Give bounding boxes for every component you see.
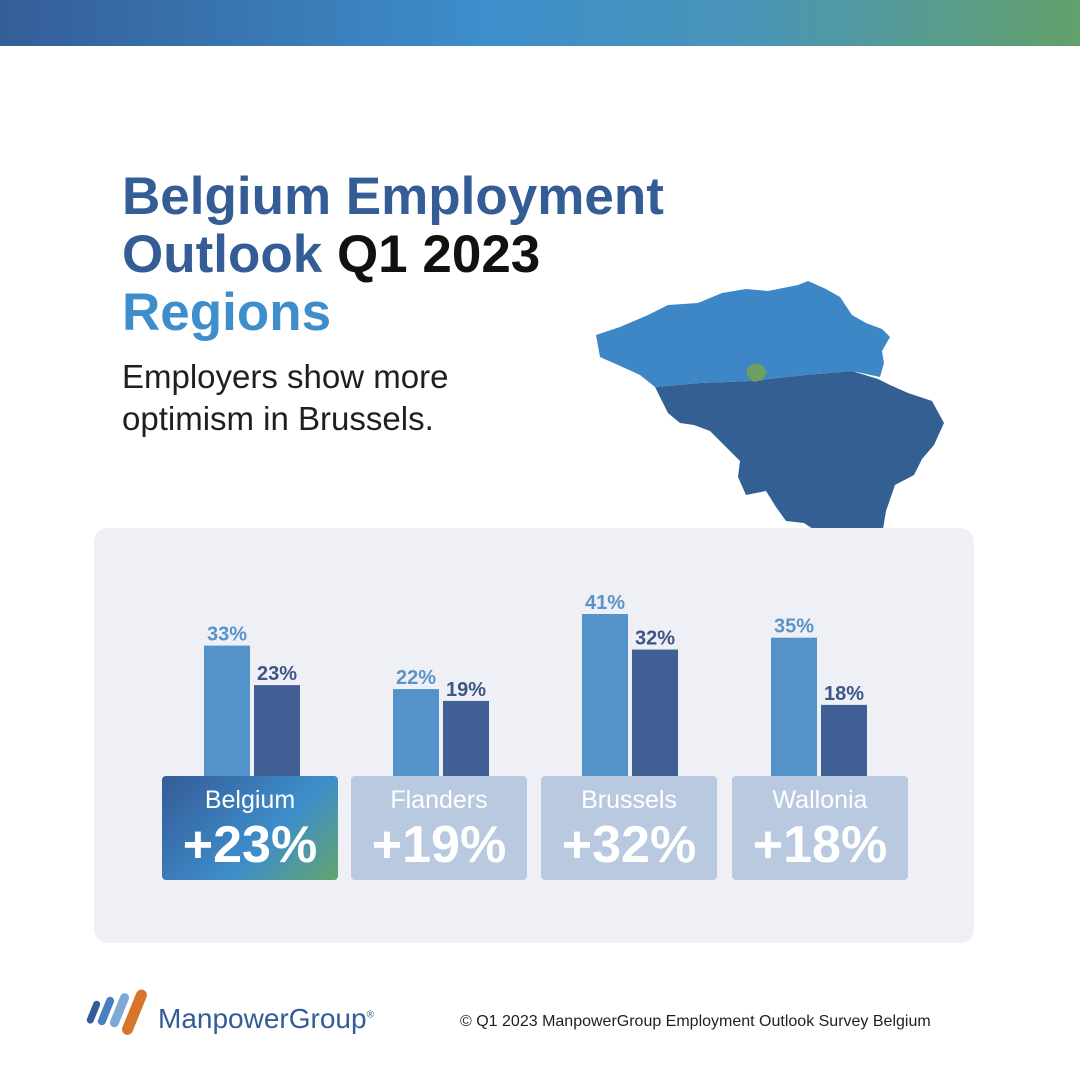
flanders-region bbox=[596, 281, 890, 387]
bar-belgium-series-2 bbox=[254, 685, 300, 776]
card-belgium-value: +23% bbox=[182, 816, 318, 874]
data-label-flanders-series-2: 19% bbox=[446, 679, 486, 701]
data-label-wallonia-series-2: 18% bbox=[824, 683, 864, 705]
title-line-3: Regions bbox=[122, 283, 332, 342]
data-label-belgium-series-1: 33% bbox=[207, 624, 247, 646]
card-flanders-value: +19% bbox=[371, 816, 507, 874]
brand-name-text: ManpowerGroup bbox=[158, 1003, 367, 1034]
brussels-region bbox=[747, 363, 767, 382]
bar-brussels-series-2 bbox=[632, 649, 678, 776]
card-wallonia-value: +18% bbox=[752, 816, 888, 874]
data-label-wallonia-series-1: 35% bbox=[774, 616, 814, 638]
registered-mark: ® bbox=[366, 1009, 374, 1021]
card-brussels: Brussels +32% bbox=[541, 776, 717, 880]
top-gradient-bar bbox=[0, 0, 1080, 46]
bar-wallonia-series-2 bbox=[821, 704, 867, 776]
data-label-flanders-series-1: 22% bbox=[396, 667, 436, 689]
data-label-brussels-series-1: 41% bbox=[585, 592, 625, 614]
belgium-regions-map bbox=[596, 281, 944, 565]
card-brussels-name: Brussels bbox=[581, 786, 677, 814]
card-flanders: Flanders +19% bbox=[351, 776, 527, 880]
card-belgium-name: Belgium bbox=[204, 786, 296, 814]
brand-name: ManpowerGroup® bbox=[158, 1003, 374, 1035]
bar-flanders-series-1 bbox=[393, 689, 439, 776]
subtitle: Employers show more optimism in Brussels… bbox=[122, 358, 449, 437]
card-brussels-value: +32% bbox=[561, 816, 697, 874]
data-label-brussels-series-2: 32% bbox=[635, 628, 675, 650]
card-belgium: Belgium +23% bbox=[162, 776, 338, 880]
wallonia-region bbox=[655, 371, 944, 565]
card-wallonia-name: Wallonia bbox=[772, 786, 868, 814]
regional-bar-chart: 33% 23% 22% 19% 41% 32% 35% 18% bbox=[204, 592, 867, 776]
data-label-belgium-series-2: 23% bbox=[257, 663, 297, 685]
copyright-text: © Q1 2023 ManpowerGroup Employment Outlo… bbox=[460, 1013, 931, 1030]
title-line-2a: Outlook bbox=[122, 225, 323, 284]
bar-brussels-series-1 bbox=[582, 614, 628, 776]
title-line-2b: Q1 2023 bbox=[336, 225, 541, 284]
title-line-1: Belgium Employment bbox=[122, 167, 664, 226]
card-flanders-name: Flanders bbox=[390, 786, 488, 814]
bar-flanders-series-2 bbox=[443, 700, 489, 776]
page-title: Belgium Employment Outlook Q1 2023 Regio… bbox=[122, 168, 664, 342]
card-wallonia: Wallonia +18% bbox=[732, 776, 908, 880]
manpowergroup-logo-icon bbox=[86, 989, 147, 1035]
bar-wallonia-series-1 bbox=[771, 637, 817, 776]
bar-belgium-series-1 bbox=[204, 645, 250, 776]
